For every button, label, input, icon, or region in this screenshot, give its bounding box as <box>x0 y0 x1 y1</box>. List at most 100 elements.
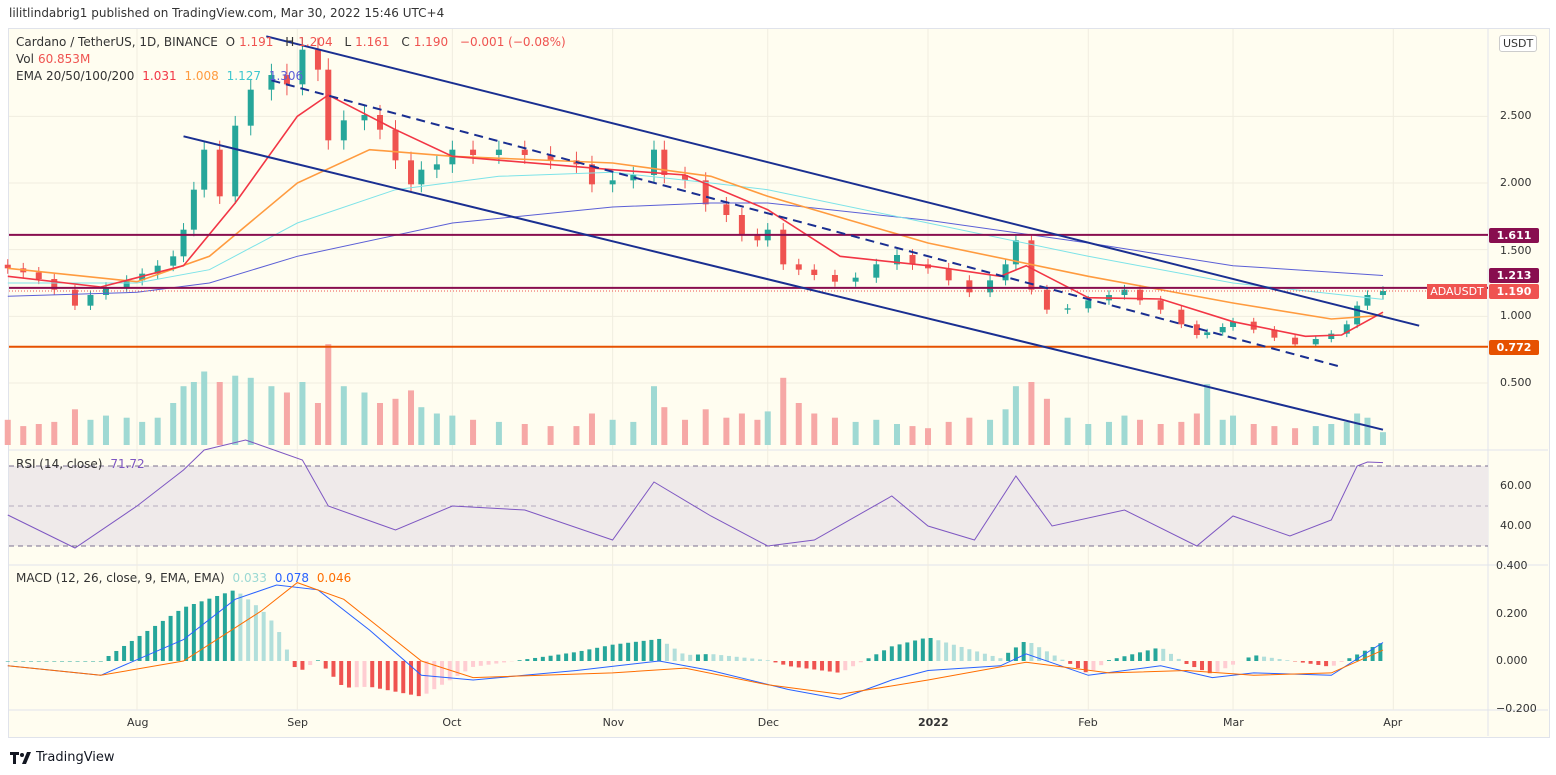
rsi-tick-label: 40.00 <box>1500 519 1532 532</box>
macd-tick-label: 0.200 <box>1496 606 1528 620</box>
macd-histogram-bar <box>52 661 57 662</box>
volume-bar <box>87 419 94 445</box>
macd-signal-line <box>7 582 1384 695</box>
candle-body <box>1292 337 1299 345</box>
macd-histogram-bar <box>300 661 305 670</box>
candle-body <box>1230 321 1237 328</box>
macd-histogram-bar <box>1285 660 1290 661</box>
macd-histogram-bar <box>323 661 328 669</box>
macd-histogram-bar <box>641 640 646 661</box>
candle-body <box>1312 339 1319 345</box>
low-value: 1.161 <box>355 35 390 49</box>
volume-bar <box>470 419 477 445</box>
candle-body <box>966 280 973 293</box>
volume-bar <box>123 417 130 445</box>
volume-bar <box>1064 417 1071 445</box>
macd-histogram-bar <box>1021 642 1026 661</box>
price-tick-label: 1.000 <box>1500 309 1532 323</box>
macd-histogram-bar <box>416 661 421 697</box>
candle-body <box>87 295 94 306</box>
volume-bar <box>51 421 58 445</box>
macd-histogram-bar <box>1099 661 1104 666</box>
macd-histogram-bar <box>269 620 274 661</box>
candle-body <box>154 265 161 274</box>
volume-bar <box>170 403 177 445</box>
candle-body <box>283 75 290 85</box>
macd-tick-label: 0.400 <box>1496 559 1528 572</box>
macd-histogram-bar <box>1308 661 1313 664</box>
volume-bar <box>408 390 415 445</box>
rsi-value: 71.72 <box>110 457 145 471</box>
macd-histogram-bar <box>1370 646 1375 661</box>
candle-body <box>4 264 11 269</box>
macd-histogram-bar <box>1184 661 1189 664</box>
ema50-value: 1.008 <box>184 69 219 83</box>
volume-bar <box>1364 417 1371 445</box>
volume-bar <box>682 419 689 445</box>
candle-body <box>1178 309 1185 325</box>
high-value: 1.204 <box>298 35 333 49</box>
tradingview-logo[interactable]: TradingView <box>10 750 115 765</box>
volume-bar <box>376 403 383 445</box>
volume-bar <box>1328 424 1335 445</box>
currency-button[interactable]: USDT <box>1499 35 1538 52</box>
volume-bar <box>340 386 347 445</box>
macd-histogram-bar <box>75 661 80 662</box>
macd-histogram-bar <box>649 639 654 661</box>
volume-label: Vol <box>16 52 34 66</box>
candle-body <box>268 75 275 90</box>
macd-histogram-bar <box>711 654 716 661</box>
macd-histogram-bar <box>471 661 476 667</box>
macd-histogram-bar <box>951 644 956 661</box>
volume-bar <box>1043 398 1050 445</box>
macd-histogram-bar <box>742 657 747 661</box>
macd-histogram-bar <box>176 610 181 661</box>
macd-histogram-bar <box>29 661 34 662</box>
change-value: −0.001 (−0.08%) <box>459 35 566 49</box>
macd-histogram-bar <box>137 635 142 661</box>
macd-histogram-bar <box>122 645 127 661</box>
candle-body <box>190 189 197 230</box>
macd-histogram-bar <box>975 651 980 661</box>
candle-body <box>738 215 745 236</box>
macd-histogram-bar <box>1006 652 1011 661</box>
macd-histogram-bar <box>866 658 871 661</box>
rsi-line <box>7 439 1384 549</box>
macd-histogram-bar <box>1161 648 1166 661</box>
macd-histogram-bar <box>913 640 918 661</box>
macd-histogram-bar <box>1331 661 1336 666</box>
macd-histogram-bar <box>874 654 879 661</box>
time-tick-label: Aug <box>127 716 149 729</box>
macd-histogram-bar <box>284 649 289 661</box>
macd-histogram-bar <box>1362 650 1367 661</box>
time-tick-label: Mar <box>1223 716 1244 729</box>
candle-body <box>1204 332 1211 336</box>
macd-histogram-bar <box>292 661 297 668</box>
macd-histogram-bar <box>882 650 887 661</box>
macd-histogram-bar <box>858 661 863 663</box>
macd-histogram-bar <box>153 625 158 661</box>
macd-histogram-bar <box>1378 643 1383 661</box>
candle-body <box>547 155 554 161</box>
volume-bar <box>361 392 368 445</box>
candle-body <box>314 49 321 70</box>
volume-bar <box>754 419 761 445</box>
macd-histogram-bar <box>354 661 359 688</box>
macd-histogram-bar <box>564 653 569 661</box>
volume-bar <box>1250 424 1257 445</box>
macd-histogram-bar <box>897 644 902 661</box>
macd-histogram-bar <box>959 646 964 661</box>
ema-label: EMA 20/50/100/200 <box>16 69 135 83</box>
candle-body <box>1136 289 1143 301</box>
macd-histogram-bar <box>346 661 351 688</box>
macd-histogram-bar <box>315 660 320 661</box>
candle-body <box>987 280 994 293</box>
volume-bar <box>1012 386 1019 445</box>
macd-histogram-bar <box>385 661 390 691</box>
macd-histogram-bar <box>835 661 840 673</box>
symbol-legend: Cardano / TetherUS, 1D, BINANCE O 1.191 H… <box>16 35 570 49</box>
candle-body <box>71 289 78 306</box>
macd-histogram-bar <box>277 632 282 661</box>
macd-histogram-bar <box>308 661 313 666</box>
